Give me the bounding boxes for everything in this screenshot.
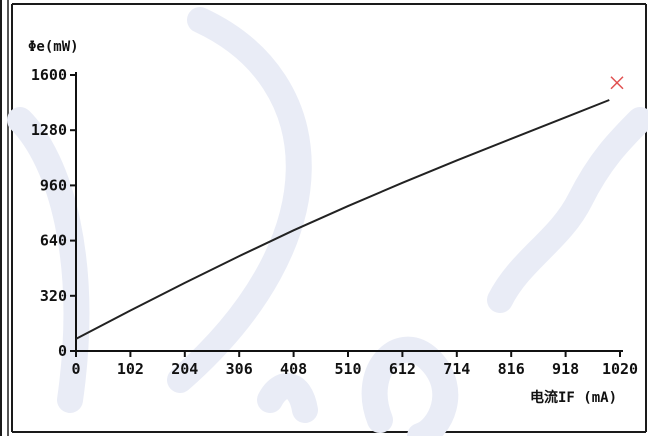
x-tick-label: 1020 (602, 360, 638, 378)
series-line (75, 99, 610, 340)
marker-layer (610, 76, 624, 90)
y-tick-label: 640 (40, 232, 67, 250)
x-tick-label: 204 (171, 360, 198, 378)
x-tick-label: 306 (226, 360, 253, 378)
y-tick-label: 320 (40, 287, 67, 305)
marker-stroke (610, 76, 624, 90)
x-tick-label: 510 (334, 360, 361, 378)
x-axis-title: 电流IF (mA) (530, 389, 617, 406)
watermark-stroke (487, 107, 648, 313)
y-tick-label: 960 (40, 176, 67, 194)
x-axis-ticks: 0 102 204 306 408 510 612 714 816 918 1020 (71, 351, 638, 378)
y-tick-label: 1280 (31, 121, 67, 139)
x-tick-label: 0 (71, 360, 80, 378)
x-tick-label: 918 (552, 360, 579, 378)
x-tick-label: 612 (389, 360, 416, 378)
y-axis-ticks: 0 320 640 960 1280 1600 (31, 66, 76, 360)
x-tick-label: 408 (280, 360, 307, 378)
watermark-stroke (361, 336, 459, 436)
x-tick-label: 816 (498, 360, 525, 378)
watermark-stroke (167, 7, 312, 393)
watermark-stroke (257, 373, 318, 423)
y-tick-label: 0 (58, 342, 67, 360)
y-axis-title: Φe(mW) (28, 39, 79, 55)
end-marker-cross (610, 76, 624, 90)
y-tick-label: 1600 (31, 66, 67, 84)
series-layer (75, 99, 610, 340)
x-tick-label: 102 (117, 360, 144, 378)
x-tick-label: 714 (443, 360, 470, 378)
